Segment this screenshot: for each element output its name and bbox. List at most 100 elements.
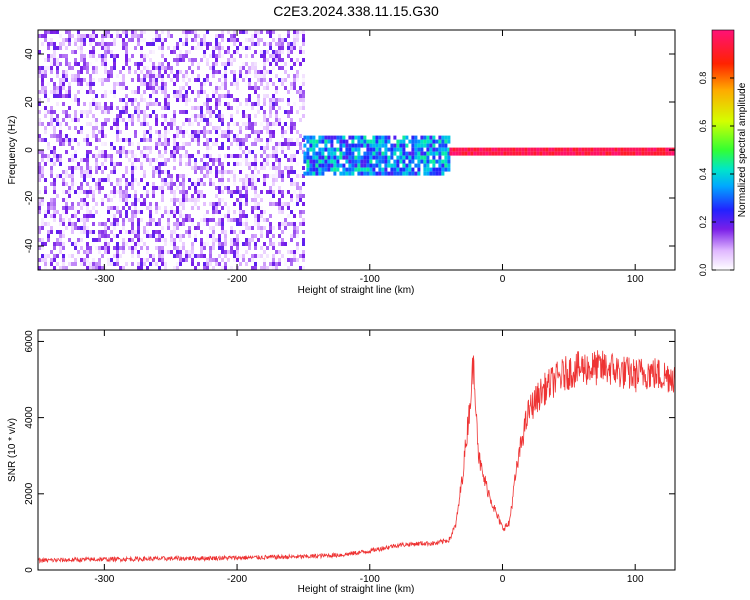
spectrogram-cell: [203, 82, 206, 86]
spectrogram-cell: [122, 38, 125, 42]
spectrogram-cell: [248, 122, 251, 126]
spectrogram-cell: [224, 250, 227, 254]
spectrogram-cell: [218, 94, 221, 98]
spectrogram-cell: [239, 198, 242, 202]
spectrogram-cell: [149, 262, 152, 266]
spectrogram-cell: [278, 174, 281, 178]
spectrogram-cell: [173, 190, 176, 194]
spectrogram-cell: [110, 42, 113, 46]
spectrogram-cell: [56, 114, 59, 118]
spectrogram-cell: [290, 166, 293, 170]
spectrogram-cell: [155, 114, 158, 118]
spectrogram-cell: [59, 158, 62, 162]
spectrogram-cell: [318, 135, 322, 140]
spectrogram-cell: [302, 222, 305, 226]
spectrogram-cell: [41, 198, 44, 202]
spectrogram-cell: [321, 139, 325, 144]
spectrogram-cell: [429, 159, 433, 164]
spectrogram-cell: [146, 138, 149, 142]
spectrogram-cell: [179, 190, 182, 194]
spectrogram-cell: [194, 170, 197, 174]
spectrogram-cell: [185, 34, 188, 38]
spectrogram-cell: [38, 202, 41, 206]
spectrogram-cell: [128, 206, 131, 210]
spectrogram-cell: [315, 151, 319, 156]
spectrogram-cell: [611, 151, 615, 156]
spectrogram-cell: [278, 258, 281, 262]
spectrogram-cell: [53, 42, 56, 46]
spectrogram-cell: [221, 230, 224, 234]
spectrogram-cell: [281, 222, 284, 226]
spectrogram-cell: [248, 178, 251, 182]
spectrogram-cell: [158, 246, 161, 250]
spectrogram-cell: [59, 162, 62, 166]
spectrogram-cell: [290, 42, 293, 46]
spectrogram-cell: [402, 135, 406, 140]
spectrogram-cell: [278, 50, 281, 54]
spectrogram-cell: [333, 151, 337, 156]
spectrogram-cell: [393, 159, 397, 164]
spectrogram-cell: [218, 98, 221, 102]
spectrogram-cell: [191, 242, 194, 246]
spectrogram-cell: [266, 190, 269, 194]
spectrogram-cell: [170, 250, 173, 254]
spectrogram-cell: [224, 262, 227, 266]
spectrogram-cell: [119, 246, 122, 250]
spectrogram-cell: [185, 70, 188, 74]
spectrogram-cell: [254, 178, 257, 182]
spectrogram-cell: [137, 142, 140, 146]
spectrogram-cell: [179, 250, 182, 254]
snr-plot-bg: [38, 330, 675, 570]
spectrogram-cell: [509, 151, 513, 156]
spectrogram-cell: [152, 90, 155, 94]
spectrogram-cell: [452, 147, 456, 152]
spectrogram-cell: [218, 162, 221, 166]
spectrogram-cell: [233, 170, 236, 174]
spectrogram-cell: [215, 242, 218, 246]
spectrogram-cell: [266, 254, 269, 258]
spectrogram-cell: [209, 170, 212, 174]
spectrogram-cell: [155, 202, 158, 206]
spectrogram-cell: [257, 130, 260, 134]
spectrogram-ytick-label: 40: [24, 48, 35, 60]
spectrogram-cell: [77, 210, 80, 214]
spectrogram-cell: [68, 194, 71, 198]
spectrogram-cell: [345, 147, 349, 152]
spectrogram-cell: [86, 66, 89, 70]
spectrogram-cell: [188, 218, 191, 222]
spectrogram-cell: [161, 78, 164, 82]
spectrogram-cell: [275, 146, 278, 150]
spectrogram-cell: [59, 230, 62, 234]
spectrogram-cell: [188, 186, 191, 190]
spectrogram-cell: [182, 182, 185, 186]
spectrogram-cell: [524, 147, 528, 152]
spectrogram-cell: [128, 66, 131, 70]
spectrogram-cell: [98, 166, 101, 170]
spectrogram-cell: [296, 194, 299, 198]
spectrogram-cell: [80, 70, 83, 74]
spectrogram-cell: [203, 130, 206, 134]
spectrogram-cell: [206, 210, 209, 214]
spectrogram-cell: [278, 46, 281, 50]
spectrogram-cell: [116, 234, 119, 238]
spectrogram-cell: [221, 62, 224, 66]
spectrogram-cell: [116, 150, 119, 154]
spectrogram-cell: [98, 42, 101, 46]
spectrogram-cell: [284, 222, 287, 226]
spectrogram-cell: [104, 62, 107, 66]
spectrogram-cell: [143, 114, 146, 118]
spectrogram-cell: [257, 86, 260, 90]
spectrogram-cell: [176, 54, 179, 58]
spectrogram-cell: [293, 102, 296, 106]
spectrogram-cell: [77, 46, 80, 50]
spectrogram-cell: [92, 30, 95, 34]
spectrogram-cell: [203, 126, 206, 130]
spectrogram-cell: [336, 163, 340, 168]
spectrogram-cell: [47, 42, 50, 46]
spectrogram-cell: [212, 50, 215, 54]
spectrogram-cell: [56, 62, 59, 66]
spectrogram-cell: [71, 182, 74, 186]
spectrogram-cell: [167, 30, 170, 34]
spectrogram-cell: [89, 38, 92, 42]
spectrogram-cell: [95, 262, 98, 266]
